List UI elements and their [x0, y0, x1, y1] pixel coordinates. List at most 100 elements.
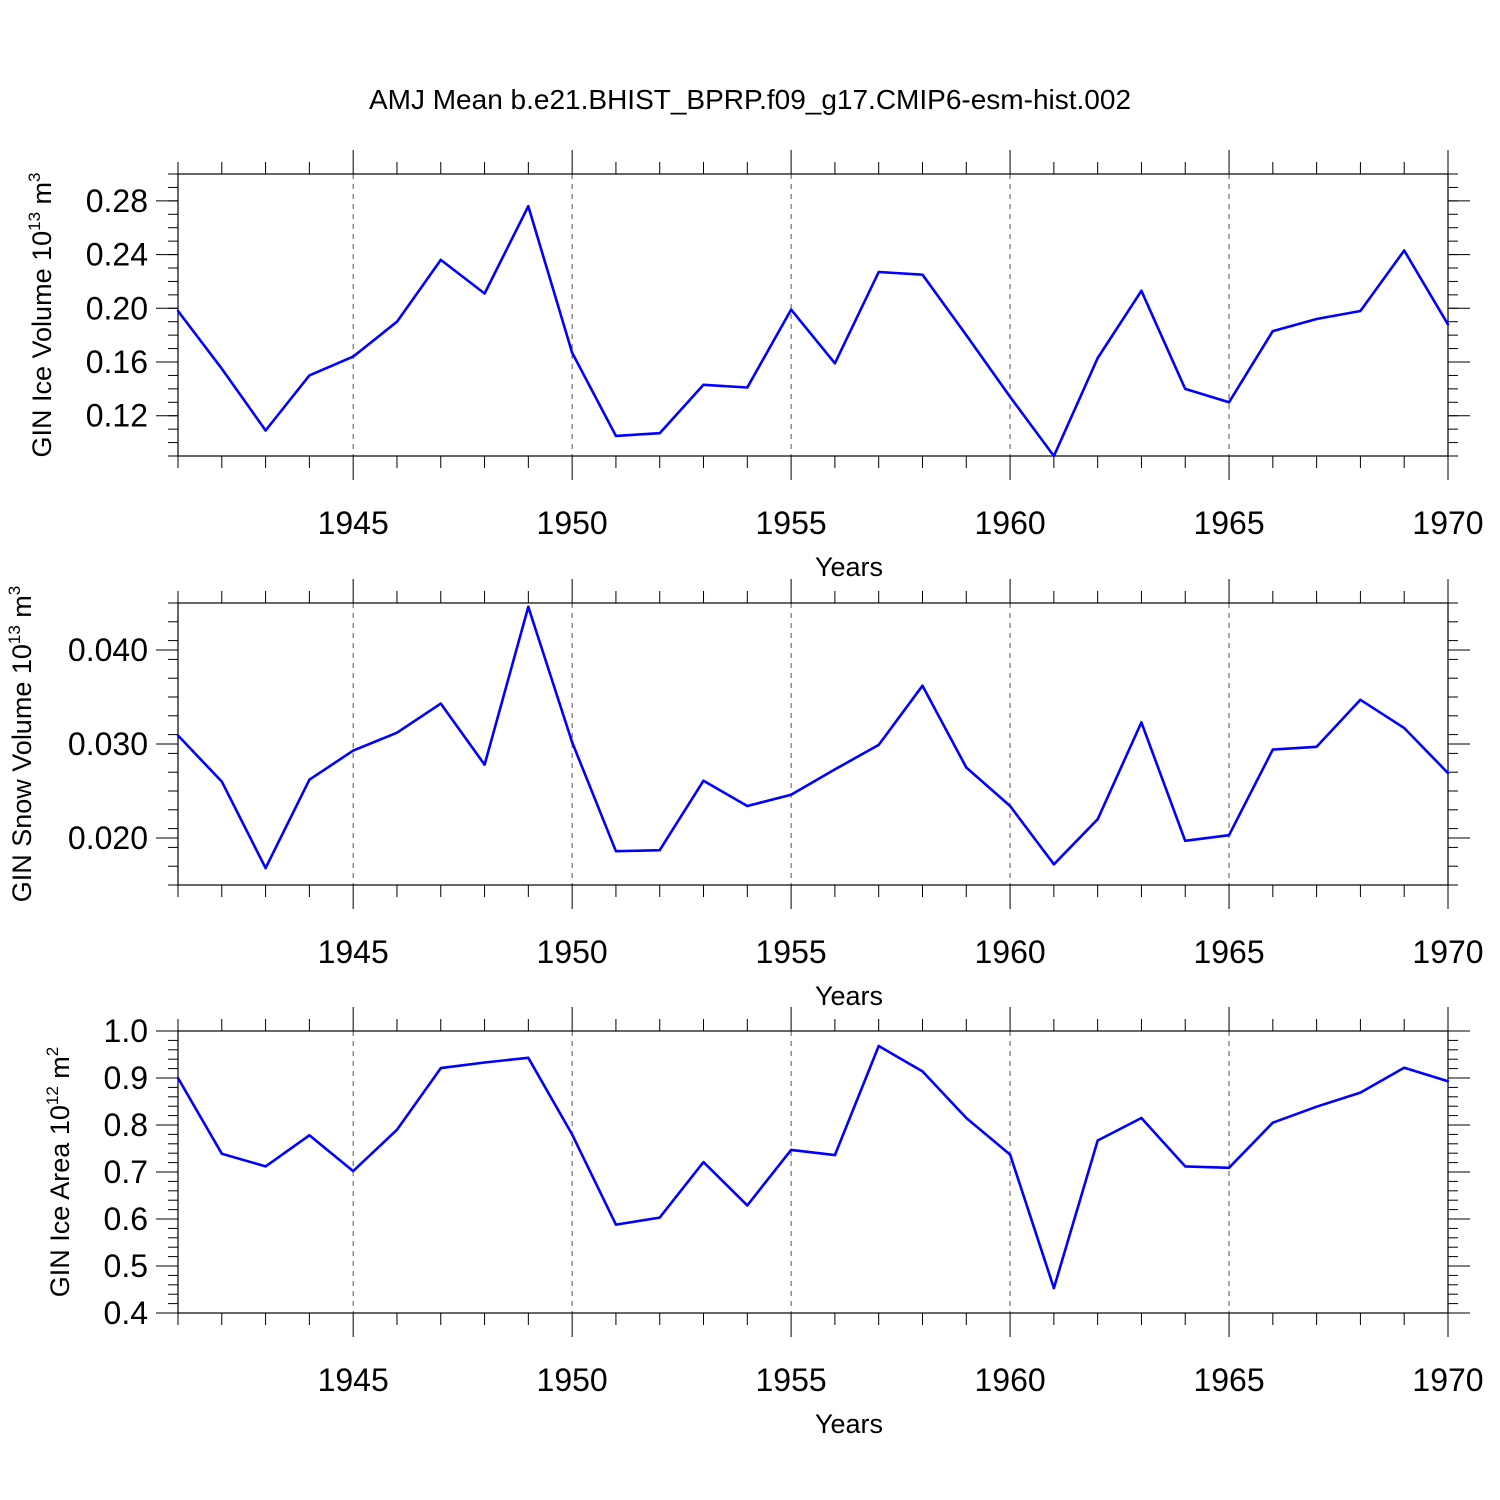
series-line: [176, 1044, 1449, 1290]
plot-frame: [177, 173, 1449, 457]
data-point: [176, 734, 180, 737]
data-point: [483, 292, 486, 295]
x-tick-label: 1965: [1193, 505, 1264, 541]
data-point: [1140, 1116, 1143, 1120]
y-tick-label: 0.20: [86, 290, 148, 326]
data-point: [220, 780, 223, 783]
x-axis-title: Years: [815, 981, 883, 1011]
data-point: [527, 1056, 530, 1059]
x-tick-label: 1950: [537, 1362, 608, 1398]
plot-frame: [177, 1030, 1449, 1314]
x-axis-title: Years: [815, 552, 883, 582]
data-point: [789, 793, 793, 796]
data-point: [1271, 1121, 1275, 1124]
data-point: [1359, 1091, 1362, 1094]
y-tick-label: 0.5: [104, 1248, 148, 1284]
data-point: [1271, 329, 1275, 333]
x-tick-label: 1965: [1193, 1362, 1264, 1398]
y-tick-label: 0.4: [104, 1295, 148, 1331]
data-point: [1271, 748, 1275, 751]
data-point: [921, 684, 924, 687]
data-point: [1315, 1105, 1318, 1108]
data-point: [308, 374, 311, 377]
data-point: [789, 1148, 793, 1152]
data-point: [789, 308, 793, 311]
x-tick-label: 1970: [1412, 1362, 1483, 1398]
data-point: [527, 605, 530, 608]
data-point: [439, 258, 442, 262]
x-tick-label: 1950: [537, 934, 608, 970]
x-tick-label: 1955: [756, 934, 827, 970]
data-point: [1052, 1286, 1056, 1290]
data-point: [176, 1076, 180, 1080]
series-line: [177, 605, 1449, 870]
data-point: [570, 351, 574, 354]
data-point: [1008, 804, 1012, 808]
y-axis-title: GIN Ice Area 1012 m2: [43, 1047, 75, 1298]
x-tick-label: 1965: [1193, 934, 1264, 970]
data-point: [1359, 698, 1362, 702]
chart-panel-3: 0.4 0.5 0.6 0.7 0.8 0.9 1.0 1945 1950 1955 1960 196…: [43, 1007, 1484, 1439]
y-tick-label: 0.16: [86, 344, 148, 380]
data-point: [1052, 863, 1056, 866]
y-tick-label: 0.020: [68, 820, 148, 856]
y-tick-label: 0.040: [68, 632, 148, 668]
data-point: [1403, 249, 1406, 252]
data-point: [658, 431, 661, 435]
data-point: [833, 768, 837, 771]
data-point: [1184, 1165, 1187, 1168]
data-point: [1096, 818, 1099, 821]
x-tick-label: 1960: [974, 1362, 1045, 1398]
data-point: [658, 849, 661, 852]
data-point: [921, 1070, 924, 1073]
x-tick-label: 1950: [537, 505, 608, 541]
data-point: [308, 1134, 311, 1137]
x-tick-label: 1970: [1412, 934, 1483, 970]
data-point: [220, 1152, 223, 1155]
data-point: [1359, 309, 1362, 313]
data-point: [1008, 395, 1012, 399]
data-point: [308, 778, 311, 781]
x-tick-label: 1955: [756, 1362, 827, 1398]
data-point: [614, 434, 618, 438]
chart-panel-1: 0.12 0.16 0.20 0.24 0.28 1945 1950 1955 1960 1965…: [25, 150, 1484, 582]
data-point: [1008, 1153, 1012, 1156]
data-point: [921, 273, 924, 276]
data-point: [1315, 317, 1318, 321]
data-point: [439, 1066, 442, 1070]
data-point: [176, 309, 180, 313]
data-point: [1140, 289, 1143, 293]
x-axis-title: Years: [815, 1409, 883, 1439]
y-axis-title: GIN Snow Volume 1013 m3: [5, 586, 37, 903]
data-point: [264, 1165, 267, 1168]
y-tick-label: 0.7: [104, 1154, 148, 1190]
data-point: [1227, 833, 1231, 837]
x-tick-label: 1945: [318, 934, 389, 970]
data-point: [1227, 401, 1231, 404]
data-point: [702, 779, 705, 782]
x-tick-label: 1945: [318, 505, 389, 541]
data-point: [746, 386, 749, 389]
data-point: [614, 849, 618, 853]
data-point: [1403, 1066, 1406, 1069]
y-axis-title: GIN Ice Volume 1013 m3: [25, 172, 57, 457]
data-point: [658, 1216, 661, 1219]
data-point: [833, 362, 837, 365]
data-point: [483, 1061, 486, 1064]
y-tick-label: 0.12: [86, 398, 148, 434]
y-tick-label: 1.0: [104, 1013, 148, 1049]
data-point: [351, 1169, 355, 1173]
y-tick-label: 0.030: [68, 726, 148, 762]
data-point: [1227, 1166, 1231, 1169]
data-point: [833, 1153, 837, 1157]
chart-panel-2: 0.020 0.030 0.040 1945 1950 1955 1960 1965 1970 Y…: [5, 579, 1484, 1011]
x-tick-label: 1960: [974, 505, 1045, 541]
data-point: [439, 702, 442, 705]
data-point: [1446, 323, 1450, 326]
y-tick-label: 0.6: [104, 1201, 148, 1237]
data-point: [877, 270, 880, 274]
y-tick-label: 0.8: [104, 1107, 148, 1143]
data-point: [746, 1204, 749, 1207]
